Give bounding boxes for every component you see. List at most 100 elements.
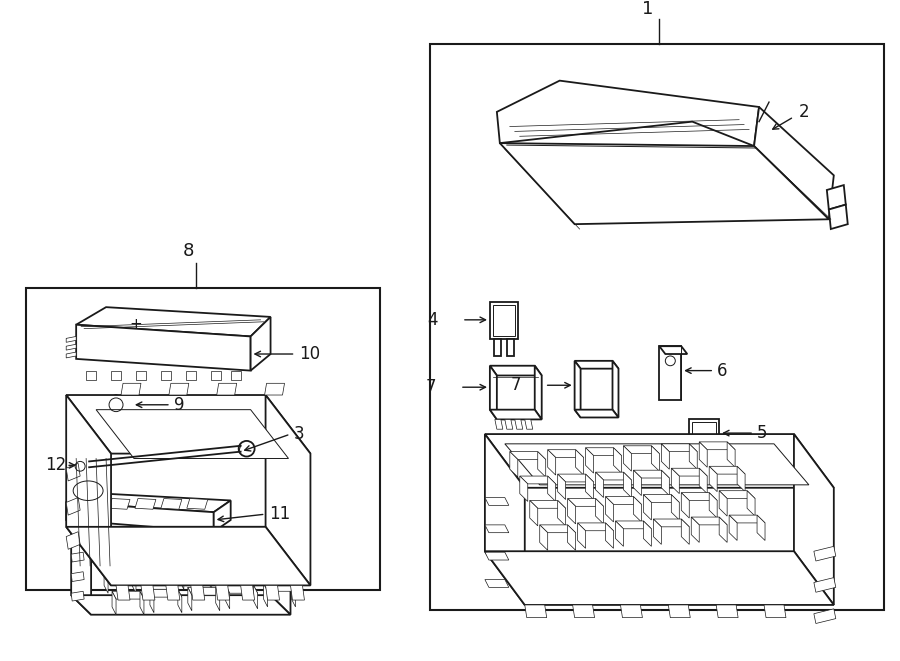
Polygon shape: [699, 442, 707, 467]
Text: 6: 6: [717, 362, 728, 379]
Polygon shape: [140, 592, 144, 615]
Polygon shape: [727, 442, 735, 467]
Polygon shape: [558, 474, 565, 500]
Polygon shape: [829, 205, 848, 229]
Polygon shape: [250, 317, 271, 371]
Polygon shape: [568, 498, 604, 506]
Polygon shape: [490, 366, 497, 420]
Polygon shape: [505, 420, 513, 429]
Polygon shape: [248, 541, 252, 564]
Polygon shape: [226, 586, 230, 609]
Polygon shape: [525, 605, 546, 617]
Polygon shape: [586, 474, 594, 500]
Text: 1: 1: [642, 1, 653, 19]
Polygon shape: [653, 519, 662, 545]
Polygon shape: [689, 444, 698, 469]
Polygon shape: [135, 498, 156, 509]
Polygon shape: [211, 371, 220, 380]
Polygon shape: [719, 490, 755, 498]
Polygon shape: [213, 500, 230, 531]
Polygon shape: [86, 371, 96, 380]
Text: 12: 12: [45, 456, 67, 475]
Polygon shape: [719, 490, 727, 516]
Polygon shape: [83, 498, 104, 509]
Polygon shape: [96, 549, 100, 572]
Polygon shape: [530, 500, 537, 526]
Polygon shape: [537, 451, 545, 477]
Text: 2: 2: [799, 103, 809, 121]
Polygon shape: [76, 325, 250, 371]
Polygon shape: [485, 434, 525, 605]
Polygon shape: [71, 552, 84, 562]
Polygon shape: [764, 605, 786, 617]
Polygon shape: [572, 605, 595, 617]
Polygon shape: [652, 446, 660, 471]
Polygon shape: [634, 496, 642, 522]
Polygon shape: [210, 543, 241, 550]
Polygon shape: [238, 543, 241, 566]
Polygon shape: [67, 492, 230, 512]
Polygon shape: [624, 446, 632, 471]
Polygon shape: [606, 496, 642, 504]
Polygon shape: [694, 447, 701, 461]
Polygon shape: [558, 474, 594, 482]
Polygon shape: [548, 449, 555, 475]
Polygon shape: [624, 472, 632, 498]
Polygon shape: [691, 517, 699, 543]
Polygon shape: [67, 344, 76, 350]
Polygon shape: [124, 549, 128, 572]
Polygon shape: [671, 468, 680, 494]
Polygon shape: [634, 470, 642, 496]
Polygon shape: [264, 584, 267, 607]
Polygon shape: [568, 525, 576, 550]
Polygon shape: [226, 586, 257, 593]
Polygon shape: [692, 422, 716, 444]
Polygon shape: [210, 543, 213, 566]
Polygon shape: [662, 444, 670, 469]
Polygon shape: [121, 383, 141, 395]
Polygon shape: [71, 572, 84, 582]
Polygon shape: [671, 494, 680, 520]
Polygon shape: [660, 346, 681, 400]
Polygon shape: [644, 521, 652, 547]
Polygon shape: [246, 564, 249, 588]
Polygon shape: [606, 523, 614, 549]
Polygon shape: [586, 447, 622, 455]
Polygon shape: [716, 605, 738, 617]
Polygon shape: [136, 371, 146, 380]
Bar: [26, 288, 380, 590]
Polygon shape: [596, 472, 604, 498]
Polygon shape: [76, 307, 271, 336]
Polygon shape: [265, 383, 284, 395]
Bar: [430, 44, 884, 610]
Polygon shape: [266, 395, 310, 586]
Polygon shape: [613, 361, 618, 418]
Polygon shape: [596, 498, 604, 524]
Polygon shape: [67, 502, 213, 531]
Polygon shape: [558, 500, 565, 526]
Polygon shape: [67, 463, 80, 481]
Polygon shape: [67, 352, 76, 358]
Polygon shape: [141, 586, 155, 600]
Polygon shape: [699, 468, 707, 494]
Polygon shape: [494, 339, 500, 356]
Polygon shape: [540, 525, 548, 550]
Polygon shape: [586, 447, 594, 473]
Polygon shape: [681, 519, 689, 545]
Polygon shape: [191, 586, 205, 600]
Polygon shape: [161, 371, 171, 380]
Polygon shape: [814, 547, 836, 561]
Polygon shape: [104, 570, 108, 593]
Text: 3: 3: [293, 425, 304, 443]
Polygon shape: [548, 449, 583, 457]
Polygon shape: [520, 476, 527, 502]
Polygon shape: [116, 586, 130, 600]
Polygon shape: [103, 395, 130, 414]
Polygon shape: [548, 476, 555, 502]
Polygon shape: [185, 371, 196, 380]
Polygon shape: [515, 420, 523, 429]
Polygon shape: [166, 586, 180, 600]
Polygon shape: [500, 143, 829, 224]
Polygon shape: [180, 566, 184, 590]
Polygon shape: [660, 346, 688, 354]
